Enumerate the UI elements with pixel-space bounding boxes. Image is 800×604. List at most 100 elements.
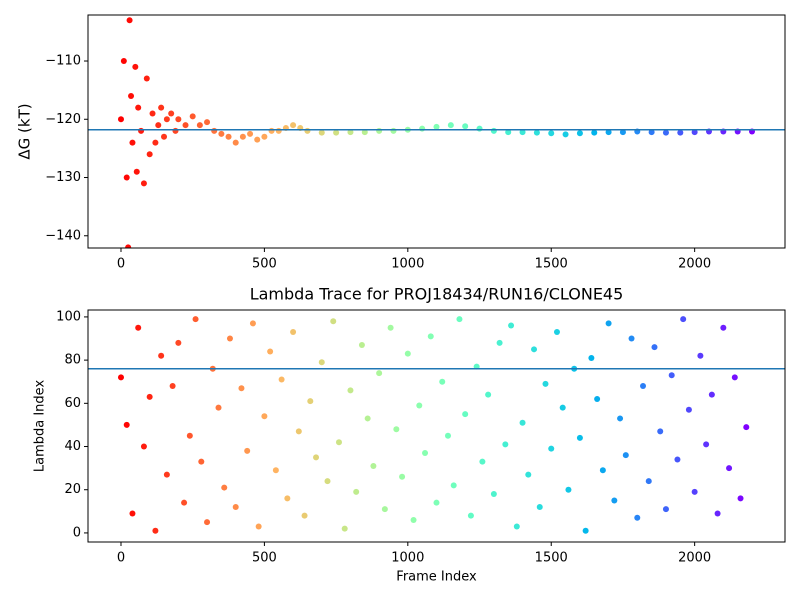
point <box>261 413 268 420</box>
point <box>175 116 182 123</box>
axes-frame <box>87 14 786 249</box>
point <box>244 447 251 454</box>
point <box>462 123 469 130</box>
point <box>508 322 515 329</box>
point <box>304 127 311 134</box>
point <box>278 376 285 383</box>
point <box>677 129 684 136</box>
point <box>335 439 342 446</box>
point <box>399 473 406 480</box>
point <box>295 428 302 435</box>
point <box>226 335 233 342</box>
point <box>505 129 512 136</box>
point <box>565 486 572 493</box>
point <box>519 129 526 136</box>
point <box>674 456 681 463</box>
point <box>605 129 612 136</box>
point <box>211 127 218 134</box>
point <box>146 151 153 158</box>
point <box>175 339 182 346</box>
point <box>376 370 383 377</box>
point <box>591 129 598 136</box>
point <box>189 113 196 120</box>
point <box>691 488 698 495</box>
point <box>737 495 744 502</box>
point <box>318 359 325 366</box>
point <box>140 443 147 450</box>
point <box>152 527 159 534</box>
point <box>324 478 331 485</box>
point <box>135 104 142 111</box>
point <box>347 387 354 394</box>
point <box>467 512 474 519</box>
point <box>536 504 543 511</box>
point <box>640 383 647 390</box>
point <box>232 504 239 511</box>
y-tick-label: 60 <box>64 396 81 411</box>
point <box>680 316 687 323</box>
point <box>120 58 127 65</box>
y-axis-label: Lambda Index <box>33 380 48 473</box>
point <box>588 354 595 361</box>
x-tick-label: 0 <box>117 257 125 272</box>
point <box>364 415 371 422</box>
point <box>726 465 733 472</box>
point <box>668 372 675 379</box>
point <box>143 75 150 82</box>
point <box>611 497 618 504</box>
point <box>594 395 601 402</box>
point <box>393 426 400 433</box>
point <box>247 130 254 137</box>
point <box>318 129 325 136</box>
point <box>239 133 246 140</box>
plot-area <box>88 17 785 248</box>
point <box>215 404 222 411</box>
point <box>479 458 486 465</box>
point <box>450 482 457 489</box>
point <box>341 525 348 532</box>
point <box>685 406 692 413</box>
point <box>255 523 262 530</box>
point <box>268 127 275 134</box>
axes-frame <box>87 309 786 543</box>
point <box>218 130 225 137</box>
point <box>232 139 239 146</box>
point <box>562 131 569 138</box>
point <box>513 523 520 530</box>
y-tick-label: 0 <box>73 525 81 540</box>
point <box>238 385 245 392</box>
point <box>599 467 606 474</box>
point <box>196 122 203 129</box>
point <box>313 454 320 461</box>
point <box>447 122 454 129</box>
point <box>158 104 165 111</box>
point <box>172 127 179 134</box>
point <box>129 510 136 517</box>
point <box>605 320 612 327</box>
point <box>662 129 669 136</box>
point <box>290 122 297 129</box>
point <box>576 130 583 137</box>
point <box>657 428 664 435</box>
point <box>548 130 555 137</box>
x-tick-label: 1000 <box>391 551 424 566</box>
point <box>307 398 314 405</box>
point <box>387 324 394 331</box>
point <box>333 129 340 136</box>
point <box>645 478 652 485</box>
point <box>553 329 560 336</box>
y-axis-label: ΔG (kT) <box>16 103 34 159</box>
point <box>533 129 540 136</box>
point <box>433 123 440 130</box>
point <box>462 411 469 418</box>
point <box>651 344 658 351</box>
point <box>181 499 188 506</box>
point <box>163 471 170 478</box>
point <box>410 516 417 523</box>
point <box>123 174 130 181</box>
point <box>117 116 124 123</box>
point <box>161 133 168 140</box>
point <box>697 352 704 359</box>
point <box>192 316 199 323</box>
